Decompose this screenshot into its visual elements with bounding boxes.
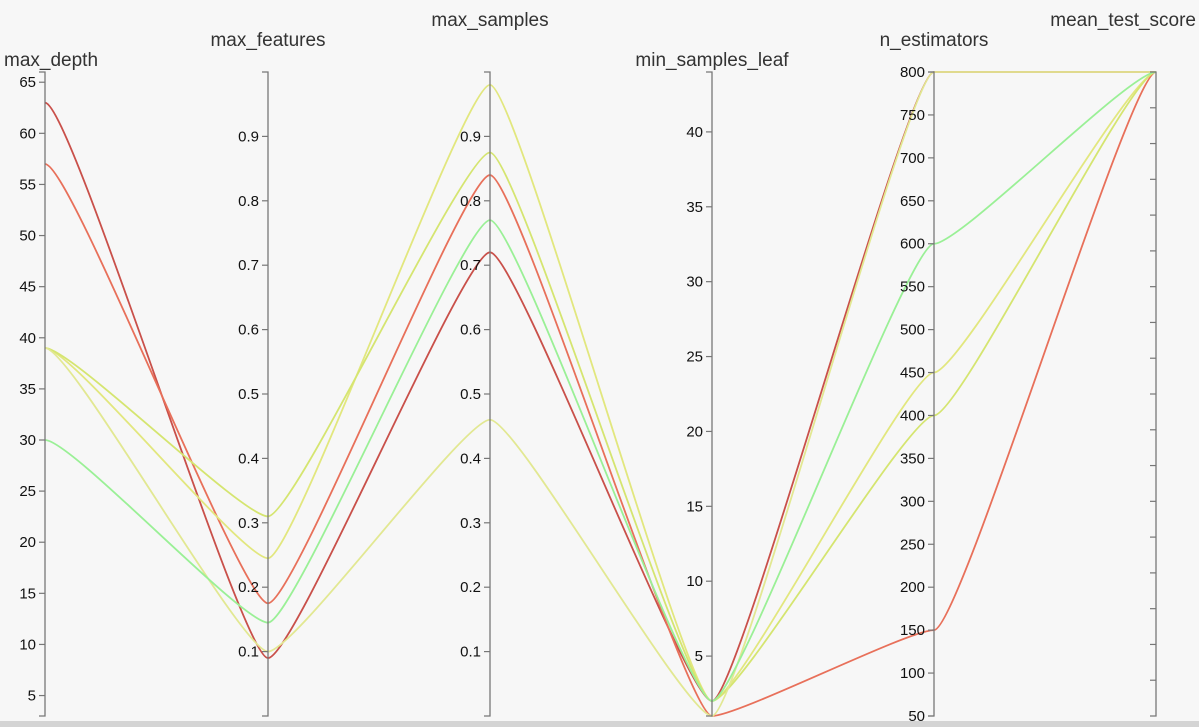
axis-max-features: max_features 0.1 0.2 0.3 0.4 0.5 0.6 0.7 0.8 0.9 xyxy=(210,30,326,717)
series-line-6 xyxy=(44,71,1157,702)
tick-label: 0.9 xyxy=(238,128,259,145)
tick-label: 0.5 xyxy=(460,386,481,403)
tick-label: 500 xyxy=(900,322,925,339)
axis-title: max_depth xyxy=(4,50,98,71)
tick-label: 0.8 xyxy=(460,193,481,210)
axis-title: max_samples xyxy=(431,10,548,31)
tick-label: 0.7 xyxy=(460,257,481,274)
series-line-1 xyxy=(44,71,1156,702)
tick-label: 250 xyxy=(900,536,925,553)
series-layer xyxy=(44,71,1157,717)
tick-label: 0.4 xyxy=(238,450,259,467)
tick-label: 10 xyxy=(19,636,36,653)
tick-label: 25 xyxy=(19,483,36,500)
tick-label: 15 xyxy=(19,585,36,602)
series-line-4 xyxy=(44,71,1157,702)
tick-label: 30 xyxy=(19,432,36,449)
tick-label: 0.8 xyxy=(238,193,259,210)
series-line-5 xyxy=(44,71,1156,717)
tick-label: 55 xyxy=(19,176,36,193)
tick-label: 0.5 xyxy=(238,386,259,403)
tick-label: 60 xyxy=(19,125,36,142)
axis-line xyxy=(39,71,46,717)
tick-label: 100 xyxy=(900,665,925,682)
tick-label: 50 xyxy=(908,708,925,725)
tick-label: 20 xyxy=(686,423,703,440)
tick-label: 0.1 xyxy=(460,644,481,661)
axis-line xyxy=(928,71,935,717)
tick-label: 650 xyxy=(900,193,925,210)
tick-label: 0.9 xyxy=(460,128,481,145)
axis-n-estimators: n_estimators 50 100 150 200 250 300 350 400 450 50… xyxy=(880,30,989,725)
axis-title: min_samples_leaf xyxy=(635,50,789,71)
axis-max-depth: max_depth 5 10 15 20 25 30 35 40 45 50 55 60 65 xyxy=(4,50,98,717)
tick-label: 0.2 xyxy=(238,579,259,596)
tick-label: 5 xyxy=(28,688,36,705)
tick-label: 600 xyxy=(900,236,925,253)
axis-max-samples: max_samples 0.1 0.2 0.3 0.4 0.5 0.6 0.7 0.8 0.9 xyxy=(431,10,549,717)
tick-label: 45 xyxy=(19,279,36,296)
tick-label: 0.6 xyxy=(460,322,481,339)
tick-label: 35 xyxy=(19,381,36,398)
tick-label: 150 xyxy=(900,622,925,639)
axes-layer: max_depth 5 10 15 20 25 30 35 40 45 50 55 60 65 max_fe… xyxy=(4,10,1196,725)
tick-label: 40 xyxy=(686,124,703,141)
tick-label: 0.4 xyxy=(460,450,481,467)
tick-label: 0.2 xyxy=(460,579,481,596)
tick-label: 350 xyxy=(900,450,925,467)
axis-line xyxy=(706,71,713,717)
tick-label: 15 xyxy=(686,498,703,515)
tick-label: 20 xyxy=(19,534,36,551)
tick-label: 30 xyxy=(686,274,703,291)
tick-label: 10 xyxy=(686,573,703,590)
tick-label: 200 xyxy=(900,579,925,596)
tick-label: 400 xyxy=(900,407,925,424)
tick-label: 0.6 xyxy=(238,322,259,339)
bottom-scroll-strip xyxy=(0,721,1199,727)
tick-label: 0.1 xyxy=(238,644,259,661)
tick-label: 65 xyxy=(19,74,36,91)
tick-label: 40 xyxy=(19,330,36,347)
tick-label: 35 xyxy=(686,199,703,216)
axis-title: max_features xyxy=(210,30,325,51)
axis-title: mean_test_score xyxy=(1050,10,1196,31)
axis-mean-test-score: mean_test_score xyxy=(1050,10,1196,717)
tick-label: 0.3 xyxy=(460,515,481,532)
series-line-2 xyxy=(44,71,1157,717)
tick-label: 50 xyxy=(19,228,36,245)
tick-label: 0.3 xyxy=(238,515,259,532)
tick-label: 25 xyxy=(686,349,703,366)
tick-label: 450 xyxy=(900,365,925,382)
tick-label: 700 xyxy=(900,150,925,167)
series-line-3 xyxy=(44,71,1157,702)
axis-min-samples-leaf: min_samples_leaf 5 10 15 20 25 30 35 40 xyxy=(635,50,789,717)
tick-label: 0.7 xyxy=(238,257,259,274)
tick-label: 750 xyxy=(900,107,925,124)
tick-label: 800 xyxy=(900,64,925,81)
tick-label: 550 xyxy=(900,279,925,296)
tick-label: 300 xyxy=(900,493,925,510)
axis-title: n_estimators xyxy=(880,30,989,51)
tick-label: 5 xyxy=(695,648,703,665)
